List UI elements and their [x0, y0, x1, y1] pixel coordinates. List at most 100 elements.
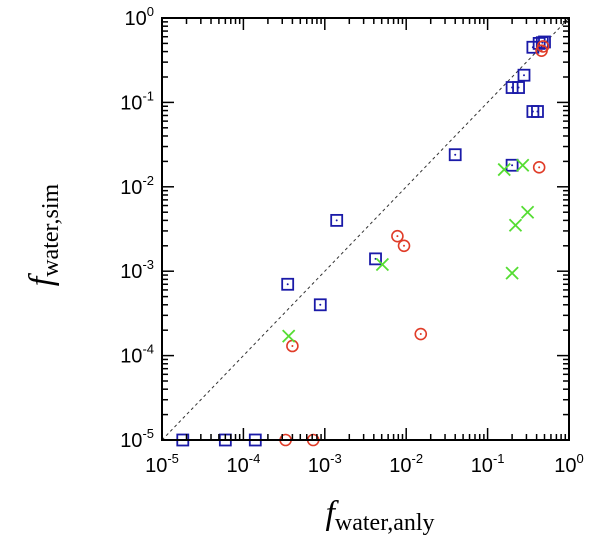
y-tick-label: 10-2 [120, 173, 154, 199]
y-tick-base: 10 [120, 92, 142, 114]
square-marker [531, 105, 544, 118]
square-point [330, 213, 344, 227]
x-marker-stroke [497, 162, 511, 177]
square-marker-dot [286, 283, 289, 286]
square-point [505, 158, 519, 172]
x-point [282, 329, 296, 343]
circle-marker [536, 40, 550, 53]
reference-line-layer [161, 17, 570, 441]
x-point [516, 158, 530, 172]
x-tick-base: 10 [145, 455, 167, 477]
square-marker [313, 298, 327, 312]
square-point [313, 298, 327, 312]
y-tick-label: 10-1 [120, 88, 154, 114]
x-point [508, 218, 523, 232]
x-axis-title: fwater,anly [325, 495, 434, 535]
square-marker-dot [454, 153, 457, 156]
x-point [520, 205, 535, 219]
circle-marker [532, 161, 546, 174]
x-tick-exponent: -5 [167, 451, 179, 466]
x-tick-exponent: -1 [493, 451, 505, 466]
square-marker-dot [536, 110, 539, 113]
y-tick-label: 10-4 [120, 342, 154, 368]
circle-marker-dot [538, 166, 541, 169]
x-point [497, 162, 511, 177]
y-tick-base: 10 [120, 177, 142, 199]
square-marker-dot [517, 86, 520, 89]
x-tick-label: 10-1 [471, 451, 505, 477]
x-tick-label: 10-3 [308, 451, 342, 477]
circle-marker-dot [542, 45, 545, 48]
axis-ticks [161, 17, 570, 441]
square-marker [505, 158, 519, 172]
x-marker-stroke [508, 218, 523, 232]
y-tick-label: 10-3 [120, 257, 154, 283]
plot-frame [161, 17, 570, 441]
y-tick-exponent: 0 [147, 4, 154, 19]
square-marker-dot [335, 219, 338, 222]
circle-point [532, 161, 546, 174]
square-point [517, 68, 531, 82]
data-points-layer [176, 35, 551, 447]
x-tick-label: 10-2 [389, 451, 423, 477]
square-marker [517, 68, 531, 82]
square-marker [281, 277, 295, 291]
x-tick-base: 10 [471, 455, 493, 477]
square-marker-dot [511, 164, 514, 167]
x-tick-base: 10 [308, 455, 330, 477]
square-point [531, 105, 544, 118]
x-tick-exponent: 0 [577, 451, 584, 466]
x-tick-base: 10 [389, 455, 411, 477]
x-marker-stroke [375, 257, 390, 272]
y-axis-title-sub: water,sim [38, 183, 64, 276]
x-tick-base: 10 [226, 455, 248, 477]
square-point [448, 148, 462, 162]
x-tick-label: 10-4 [226, 451, 260, 477]
y-tick-exponent: -1 [142, 88, 154, 103]
square-marker [512, 81, 525, 94]
x-tick-exponent: -2 [412, 451, 424, 466]
square-point [512, 81, 525, 94]
circle-marker-dot [291, 344, 294, 347]
x-marker-stroke [505, 266, 519, 280]
square-marker [369, 252, 382, 266]
square-marker [448, 148, 462, 162]
circle-marker [414, 327, 428, 341]
circle-marker [397, 239, 411, 253]
circle-marker [391, 229, 404, 243]
x-marker-stroke [516, 158, 530, 172]
square-marker-dot [319, 303, 322, 306]
circle-point [414, 327, 428, 341]
y-tick-exponent: -4 [142, 342, 154, 357]
y-tick-exponent: -2 [142, 173, 154, 188]
y-tick-label: 100 [125, 4, 154, 30]
y-tick-label: 10-5 [120, 426, 154, 452]
circle-marker-dot [403, 244, 406, 247]
y-tick-exponent: -3 [142, 257, 154, 272]
y-tick-base: 10 [120, 430, 142, 452]
x-tick-base: 10 [554, 455, 576, 477]
x-tick-labels: 10-5 10-4 10-3 10-2 10-1 100 [145, 451, 584, 477]
x-axis-title-sub: water,anly [335, 510, 435, 535]
y-tick-base: 10 [125, 8, 147, 30]
x-point [505, 266, 519, 280]
circle-point [397, 239, 411, 253]
x-tick-label: 100 [554, 451, 583, 477]
square-marker [330, 213, 344, 227]
one-to-one-line [161, 17, 570, 441]
x-point [375, 257, 390, 272]
x-tick-label: 10-5 [145, 451, 179, 477]
circle-point [391, 229, 404, 243]
x-marker-stroke [520, 205, 535, 219]
circle-marker-dot [419, 333, 422, 336]
circle-point [536, 40, 550, 53]
square-point [281, 277, 295, 291]
circle-marker-dot [396, 235, 399, 238]
x-tick-exponent: -4 [249, 451, 261, 466]
square-marker-dot [522, 74, 525, 77]
y-tick-exponent: -5 [142, 426, 154, 441]
x-marker-stroke [282, 329, 296, 343]
